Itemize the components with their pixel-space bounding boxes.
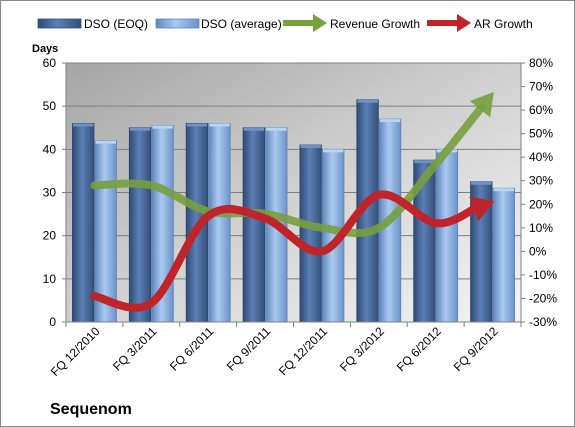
legend-item-ar-growth: AR Growth xyxy=(427,14,533,32)
x-tick-label: FQ 12/2010 xyxy=(48,324,103,379)
lines-group xyxy=(90,92,495,312)
arrowhead-ar-growth xyxy=(469,196,495,222)
right-tick-label: -20% xyxy=(529,291,557,305)
bar-cap xyxy=(414,160,435,164)
x-tick-label: FQ 6/2011 xyxy=(167,324,217,374)
right-tick-label: 20% xyxy=(529,197,553,211)
legend-label-ar-growth: AR Growth xyxy=(474,17,533,31)
legend-arrowhead-revenue-growth xyxy=(313,14,327,32)
y-left-axis-label: Days xyxy=(32,43,58,55)
left-tick-label: 40 xyxy=(43,142,57,156)
bar-dso-average xyxy=(492,187,515,323)
x-axis-ticks: FQ 12/2010 FQ 3/2011 FQ 6/2011 FQ 9/2011 FQ … xyxy=(48,322,522,379)
bar-cap xyxy=(95,140,116,144)
left-axis-ticks: 0 10 20 30 40 50 60 xyxy=(43,56,66,329)
right-tick-label: 10% xyxy=(529,221,553,235)
x-tick-label: FQ 12/2011 xyxy=(276,324,330,378)
left-tick-label: 60 xyxy=(43,56,57,70)
left-tick-label: 20 xyxy=(43,229,57,243)
bar-cap xyxy=(129,127,151,131)
arrowhead-revenue-growth xyxy=(469,92,494,118)
legend-label-dso-average: DSO (average) xyxy=(201,17,282,31)
bar-cap xyxy=(186,123,208,127)
right-tick-label: 60% xyxy=(529,103,553,117)
left-tick-label: 10 xyxy=(43,272,57,286)
line-ar-growth xyxy=(90,190,480,312)
right-tick-label: 80% xyxy=(529,56,553,70)
bar-cap xyxy=(72,123,94,127)
left-tick-label: 50 xyxy=(43,99,57,113)
legend: DSO (EOQ) DSO (average) Revenue Growth A… xyxy=(37,14,533,32)
x-tick-label: FQ 6/2012 xyxy=(394,324,444,374)
right-tick-label: 70% xyxy=(529,80,553,94)
company-label: Sequenom xyxy=(50,401,132,418)
bar-cap xyxy=(379,119,401,123)
legend-swatch-dso-eoq xyxy=(37,18,82,29)
bar-cap xyxy=(152,125,173,129)
bar-dso-eoq xyxy=(72,123,95,323)
right-axis-ticks: -30% -20% -10% 0% 10% 20% 30% 40% 50% 60% 70% 80% xyxy=(521,56,557,329)
legend-label-revenue-growth: Revenue Growth xyxy=(330,17,420,31)
right-tick-label: 40% xyxy=(529,150,553,164)
bar-dso-eoq xyxy=(128,127,152,323)
bar-dso-eoq xyxy=(242,127,265,323)
left-tick-label: 0 xyxy=(49,315,56,329)
x-tick-label: FQ 3/2012 xyxy=(337,324,387,374)
legend-item-dso-eoq: DSO (EOQ) xyxy=(37,17,148,31)
bar-cap xyxy=(471,181,492,185)
left-tick-label: 30 xyxy=(43,186,57,200)
bar-cap xyxy=(300,145,321,149)
bar-dso-average xyxy=(435,148,459,323)
bar-cap xyxy=(322,149,344,153)
right-tick-label: -10% xyxy=(529,268,557,282)
bar-dso-eoq xyxy=(299,144,322,323)
bar-cap xyxy=(209,123,230,127)
right-tick-label: 0% xyxy=(529,244,547,258)
line-revenue-growth xyxy=(90,103,486,238)
bar-cap xyxy=(493,188,515,192)
legend-item-dso-average: DSO (average) xyxy=(155,17,282,31)
x-tick-label: FQ 9/2012 xyxy=(451,324,501,374)
bar-cap xyxy=(243,127,265,131)
legend-swatch-dso-average xyxy=(155,18,200,29)
legend-label-dso-eoq: DSO (EOQ) xyxy=(84,17,148,31)
bar-cap xyxy=(357,99,378,103)
bar-cap xyxy=(266,127,287,131)
x-tick-label: FQ 3/2011 xyxy=(110,324,160,374)
right-tick-label: 50% xyxy=(529,127,553,141)
legend-arrowhead-ar-growth xyxy=(457,14,471,32)
x-tick-label: FQ 9/2011 xyxy=(224,324,274,374)
right-tick-label: -30% xyxy=(529,315,557,329)
bar-dso-average xyxy=(208,123,231,323)
right-tick-label: 30% xyxy=(529,174,553,188)
legend-item-revenue-growth: Revenue Growth xyxy=(283,14,420,32)
